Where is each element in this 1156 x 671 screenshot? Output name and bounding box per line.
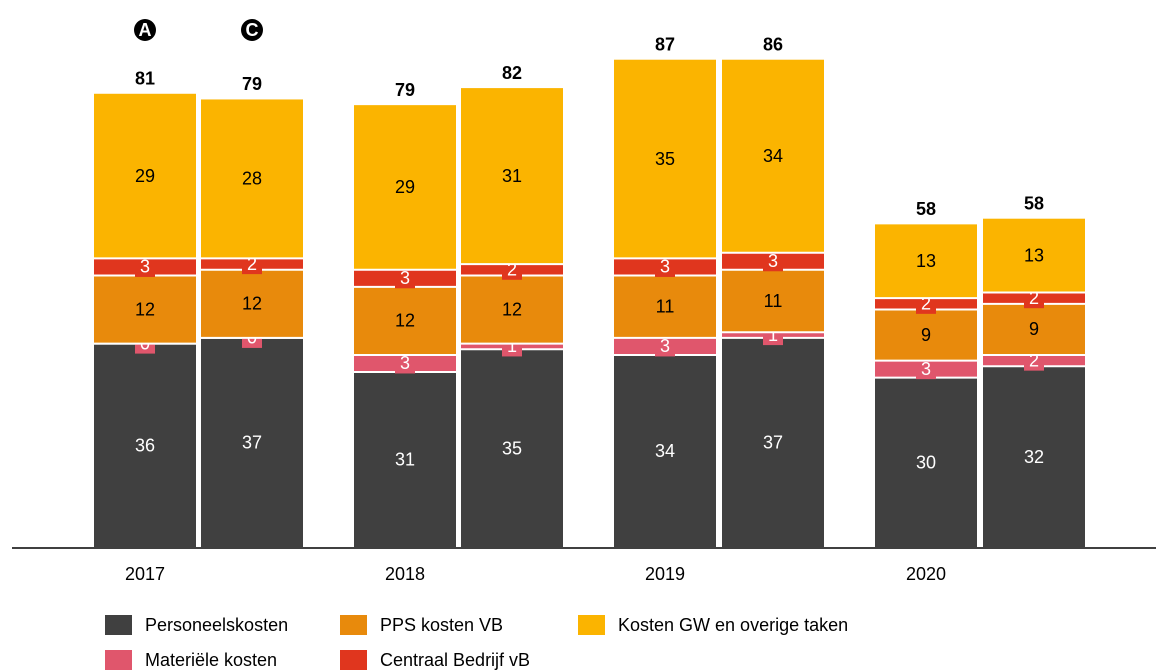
value-label: 12 <box>502 299 522 319</box>
value-label: 35 <box>502 438 522 458</box>
bar-segment <box>875 224 977 299</box>
bar-segment <box>983 303 1085 355</box>
bar-segment <box>722 269 824 333</box>
legend-label: Kosten GW en overige taken <box>618 615 848 635</box>
bar-segment <box>201 99 303 259</box>
value-label: 3 <box>921 359 931 379</box>
bar-segment <box>461 88 563 265</box>
x-tick-label: 2020 <box>906 564 946 584</box>
bar-marker <box>241 19 263 41</box>
x-tick-label: 2018 <box>385 564 425 584</box>
value-label: 13 <box>1024 245 1044 265</box>
value-label: 29 <box>395 177 415 197</box>
label-box <box>395 353 415 374</box>
bar-segment <box>875 377 977 548</box>
value-label: 3 <box>400 353 410 373</box>
value-label: 37 <box>242 433 262 453</box>
value-label: 32 <box>1024 447 1044 467</box>
bar-segment <box>94 343 196 548</box>
bar-segment <box>722 337 824 548</box>
total-label: 86 <box>763 34 783 54</box>
value-label: 3 <box>768 251 778 271</box>
bar-marker-label: A <box>139 20 152 40</box>
value-label: 30 <box>916 453 936 473</box>
value-label: 13 <box>916 251 936 271</box>
bar-segment <box>94 93 196 259</box>
label-box <box>655 256 675 277</box>
value-label: 29 <box>135 166 155 186</box>
value-label: 12 <box>135 299 155 319</box>
value-label: 3 <box>660 336 670 356</box>
bar-segment <box>354 286 456 355</box>
value-label: 12 <box>242 294 262 314</box>
label-box <box>655 336 675 357</box>
value-label: 1 <box>768 325 778 345</box>
x-tick-label: 2017 <box>125 564 165 584</box>
bar-segment <box>354 371 456 548</box>
label-box <box>916 359 936 380</box>
legend-label: PPS kosten VB <box>380 615 503 635</box>
label-box <box>135 256 155 277</box>
bar-segment <box>201 269 303 338</box>
value-label: 31 <box>502 166 522 186</box>
bar-segment <box>983 366 1085 548</box>
bar-segment <box>722 59 824 253</box>
value-label: 31 <box>395 450 415 470</box>
bar-segment <box>354 105 456 270</box>
legend-label: Centraal Bedrijf vB <box>380 650 530 670</box>
legend-label: Personeelskosten <box>145 615 288 635</box>
legend-swatch <box>340 615 367 635</box>
bar-segment <box>461 275 563 344</box>
value-label: 3 <box>400 268 410 288</box>
total-label: 79 <box>242 74 262 94</box>
bar-segment <box>614 59 716 259</box>
total-label: 58 <box>916 199 936 219</box>
value-label: 36 <box>135 436 155 456</box>
legend-swatch <box>105 615 132 635</box>
value-label: 12 <box>395 311 415 331</box>
x-tick-label: 2019 <box>645 564 685 584</box>
bar-segment <box>614 354 716 548</box>
label-box <box>395 268 415 289</box>
value-label: 2 <box>921 294 931 314</box>
total-label: 79 <box>395 80 415 100</box>
value-label: 2 <box>1029 288 1039 308</box>
value-label: 34 <box>655 441 675 461</box>
value-label: 11 <box>656 296 675 316</box>
bar-segment <box>94 275 196 344</box>
bar-segment <box>875 309 977 361</box>
bar-segment <box>201 337 303 548</box>
label-box <box>763 251 783 272</box>
bar-segment <box>461 349 563 548</box>
total-label: 58 <box>1024 193 1044 213</box>
legend-swatch <box>340 650 367 670</box>
value-label: 34 <box>763 146 783 166</box>
total-label: 87 <box>655 34 675 54</box>
value-label: 3 <box>140 257 150 277</box>
value-label: 37 <box>763 433 783 453</box>
value-label: 1 <box>507 336 517 356</box>
legend-swatch <box>105 650 132 670</box>
value-label: 2 <box>507 260 517 280</box>
bar-marker <box>134 19 156 41</box>
bar-segment <box>983 218 1085 293</box>
bar-marker-label: C <box>246 20 259 40</box>
value-label: 2 <box>247 254 257 274</box>
value-label: 11 <box>764 291 783 311</box>
value-label: 28 <box>242 169 262 189</box>
bar-segment <box>614 275 716 338</box>
value-label: 2 <box>1029 350 1039 370</box>
legend-swatch <box>578 615 605 635</box>
value-label: 3 <box>660 257 670 277</box>
value-label: 35 <box>655 149 675 169</box>
value-label: 9 <box>921 325 931 345</box>
value-label: 9 <box>1029 319 1039 339</box>
total-label: 81 <box>135 69 155 89</box>
total-label: 82 <box>502 63 522 83</box>
legend-label: Materiële kosten <box>145 650 277 670</box>
